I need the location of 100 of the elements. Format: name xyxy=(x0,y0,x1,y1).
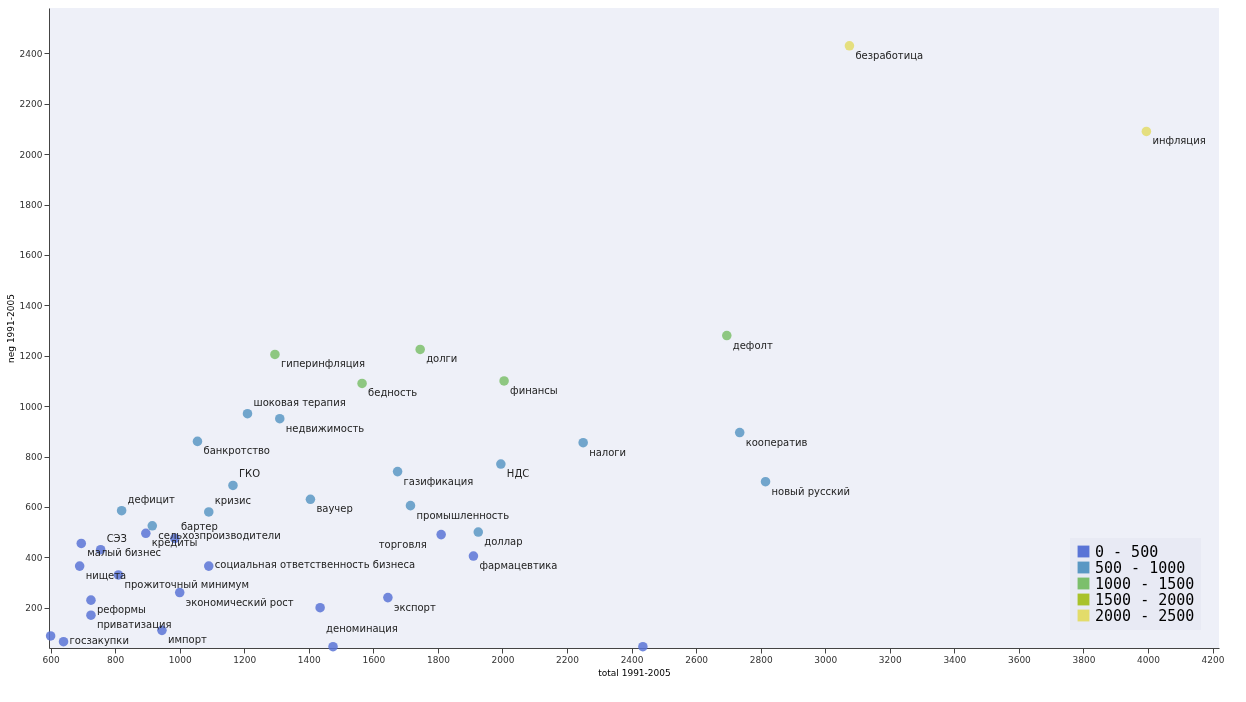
legend-label: 1000 - 1500 xyxy=(1095,574,1195,593)
point xyxy=(468,551,479,561)
annotation: НДС xyxy=(506,468,530,480)
y-tick-label: 800 xyxy=(25,452,43,462)
y-tick-label: 200 xyxy=(25,603,43,614)
y-axis-title: neg 1991-2005 xyxy=(5,294,16,363)
annotation: экспорт xyxy=(393,601,436,613)
legend-label: 2000 - 2500 xyxy=(1095,606,1195,625)
y-tick-label: 2200 xyxy=(19,99,43,110)
x-tick-label: 3000 xyxy=(814,654,838,665)
annotation: промышленность xyxy=(416,509,510,521)
legend-label: 0 - 500 xyxy=(1095,542,1159,561)
x-tick-label: 2800 xyxy=(749,654,773,665)
x-tick-label: 1200 xyxy=(233,654,257,665)
point xyxy=(147,521,158,531)
y-tick-label: 2000 xyxy=(19,149,43,160)
point xyxy=(305,494,316,505)
x-axis-title: total 1991-2005 xyxy=(598,667,671,678)
point xyxy=(578,437,588,448)
point xyxy=(383,592,393,603)
annotation: кризис xyxy=(214,494,251,506)
point xyxy=(405,500,416,511)
annotation: приватизация xyxy=(96,619,172,631)
point xyxy=(392,466,403,477)
point xyxy=(734,427,745,438)
legend-label: 1500 - 2000 xyxy=(1095,590,1195,609)
annotation: финансы xyxy=(510,384,558,396)
point xyxy=(357,378,367,389)
annotation: дефицит xyxy=(127,493,176,505)
annotation: кооператив xyxy=(745,436,808,448)
annotation: малый бизнес xyxy=(87,547,162,559)
point xyxy=(473,527,484,537)
point xyxy=(722,330,732,341)
annotation: госзакупки xyxy=(69,634,129,646)
x-tick-label: 800 xyxy=(107,654,125,665)
point xyxy=(275,413,285,424)
y-tick-label: 1400 xyxy=(19,300,43,311)
point xyxy=(76,538,87,549)
x-tick-label: 4000 xyxy=(1137,654,1161,665)
annotation: прожиточный минимум xyxy=(124,578,249,590)
annotation: недвижимость xyxy=(285,422,365,434)
annotation: ваучер xyxy=(316,503,353,515)
point xyxy=(415,344,425,355)
annotation: инфляция xyxy=(1152,135,1206,147)
point xyxy=(192,436,203,447)
point xyxy=(496,459,506,469)
point xyxy=(242,408,253,419)
point xyxy=(315,602,325,613)
x-tick-label: 3800 xyxy=(1072,654,1096,665)
point xyxy=(141,528,151,539)
point xyxy=(638,641,648,652)
annotation: гиперинфляция xyxy=(280,358,366,370)
annotation: реформы xyxy=(96,604,146,616)
y-tick-label: 1800 xyxy=(19,200,43,211)
point xyxy=(45,631,56,641)
point xyxy=(436,529,446,540)
annotation: газификация xyxy=(403,475,474,487)
annotation: социальная ответственность бизнеса xyxy=(214,559,416,571)
annotation: дефолт xyxy=(732,339,773,351)
point xyxy=(116,505,127,516)
point xyxy=(86,610,96,620)
point xyxy=(204,507,214,517)
annotation: торговля xyxy=(378,538,427,550)
y-tick-label: 2400 xyxy=(19,48,43,59)
x-tick-label: 3400 xyxy=(943,654,967,665)
point xyxy=(1141,126,1152,137)
x-tick-label: 1800 xyxy=(426,654,451,665)
y-tick-label: 400 xyxy=(25,552,43,563)
annotation: фармацевтика xyxy=(479,560,558,572)
point xyxy=(86,595,96,605)
annotation: импорт xyxy=(167,634,208,646)
annotation: налоги xyxy=(589,446,627,458)
point xyxy=(204,561,214,571)
point xyxy=(74,561,85,571)
point xyxy=(844,41,855,51)
point xyxy=(328,641,338,652)
annotation: бедность xyxy=(368,387,418,399)
y-tick-label: 600 xyxy=(25,502,43,513)
x-tick-label: 4200 xyxy=(1201,654,1225,665)
annotation: ГКО xyxy=(238,468,261,480)
x-tick-label: 2400 xyxy=(620,654,644,665)
y-tick-label: 1600 xyxy=(19,250,43,261)
x-tick-label: 1000 xyxy=(168,654,192,665)
x-tick-label: 2000 xyxy=(491,654,515,665)
y-tick-label: 1200 xyxy=(19,351,43,362)
annotation: безработица xyxy=(855,49,924,61)
annotation: новый русский xyxy=(771,485,850,497)
point xyxy=(760,476,771,487)
annotation: доллар xyxy=(484,536,523,548)
x-tick-label: 1400 xyxy=(297,654,322,665)
x-tick-label: 2600 xyxy=(685,654,709,665)
annotation: шоковая терапия xyxy=(253,396,346,408)
legend-label: 500 - 1000 xyxy=(1095,558,1186,577)
y-tick-label: 1000 xyxy=(19,401,43,412)
annotation: деноминация xyxy=(326,622,398,634)
annotation: долги xyxy=(426,353,458,365)
annotation: банкротство xyxy=(203,445,270,457)
x-tick-label: 3200 xyxy=(878,654,903,665)
x-tick-label: 2200 xyxy=(556,654,580,665)
x-tick-label: 600 xyxy=(42,654,60,665)
